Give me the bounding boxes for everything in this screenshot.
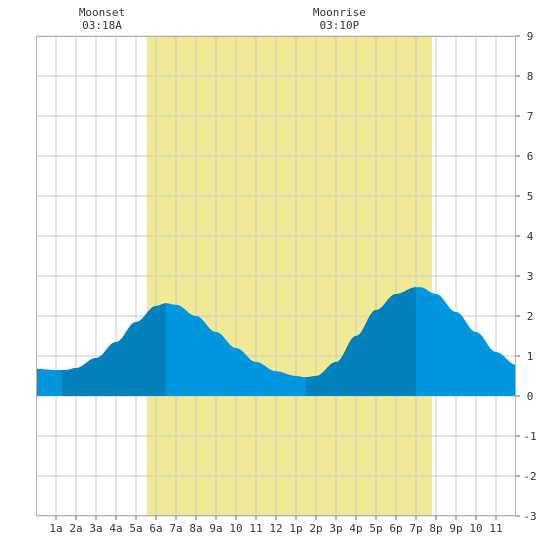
- x-tick-label: 12: [269, 522, 282, 535]
- y-tick-label: 7: [527, 110, 534, 123]
- x-tick-label: 5p: [369, 522, 382, 535]
- y-tick-label: 9: [527, 30, 534, 43]
- x-tick-label: 3a: [89, 522, 102, 535]
- moonset-label: Moonset: [79, 6, 125, 19]
- grid-layer: [36, 35, 516, 517]
- x-tick-label: 8a: [189, 522, 202, 535]
- y-tick-label: 5: [527, 190, 534, 203]
- y-tick-label: 1: [527, 350, 534, 363]
- y-tick-label: -1: [523, 430, 536, 443]
- x-tick-label: 10: [229, 522, 242, 535]
- x-tick-label: 2a: [69, 522, 82, 535]
- x-tick-label: 6p: [389, 522, 402, 535]
- y-tick-label: -2: [523, 470, 536, 483]
- x-tick-label: 7a: [169, 522, 182, 535]
- x-tick-label: 1a: [49, 522, 62, 535]
- moonset-time: 03:18A: [82, 19, 122, 32]
- moonrise-label: Moonrise: [313, 6, 366, 19]
- y-tick-label: 2: [527, 310, 534, 323]
- x-tick-label: 4a: [109, 522, 122, 535]
- x-tick-label: 2p: [309, 522, 322, 535]
- tide-area-shaded: [306, 287, 416, 396]
- x-tick-label: 5a: [129, 522, 142, 535]
- x-tick-label: 6a: [149, 522, 162, 535]
- x-tick-label: 11: [249, 522, 262, 535]
- x-tick-label: 9a: [209, 522, 222, 535]
- y-tick-label: 0: [527, 390, 534, 403]
- plot-frame: [36, 36, 516, 516]
- y-tick-label: -3: [523, 510, 536, 523]
- y-tick-label: 6: [527, 150, 534, 163]
- y-tick-label: 4: [527, 230, 534, 243]
- tide-layer: [36, 287, 516, 396]
- x-tick-label: 1p: [289, 522, 302, 535]
- x-tick-label: 10: [469, 522, 482, 535]
- x-tick-label: 7p: [409, 522, 422, 535]
- x-tick-label: 9p: [449, 522, 462, 535]
- x-tick-label: 8p: [429, 522, 442, 535]
- x-tick-label: 3p: [329, 522, 342, 535]
- moonrise-time: 03:10P: [320, 19, 360, 32]
- y-tick-label: 8: [527, 70, 534, 83]
- tide-area-shaded: [62, 303, 166, 396]
- x-tick-label: 11: [489, 522, 502, 535]
- y-tick-label: 3: [527, 270, 534, 283]
- x-tick-label: 4p: [349, 522, 362, 535]
